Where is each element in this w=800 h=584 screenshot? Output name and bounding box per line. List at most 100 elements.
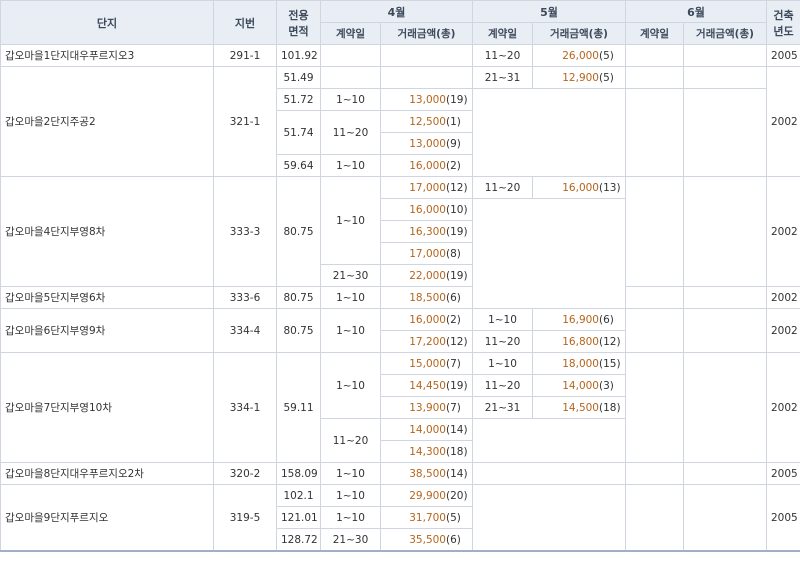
april-contract-day-cell: 1~10 bbox=[320, 154, 381, 177]
table-row: 갑오마을2단지주공2 321-1 51.49 21~31 12,900(5) 2002 bbox=[0, 66, 800, 177]
complex-name-cell: 갑오마을4단지부영8차 bbox=[0, 176, 214, 287]
amount-value: 14,000 bbox=[409, 423, 446, 436]
amount-value: 13,000 bbox=[409, 93, 446, 106]
household-count: (6) bbox=[446, 291, 461, 304]
table-body: 갑오마을1단지대우푸르지오3 291-1 101.92 11~20 26,000(5) 2… bbox=[0, 44, 800, 552]
table-row: 16,000(10) bbox=[1, 198, 800, 309]
build-year-cell: 2005 bbox=[766, 484, 800, 552]
april-amount-cell: 35,500(6) bbox=[380, 528, 473, 552]
may-contract-day-header: 계약일 bbox=[472, 22, 533, 45]
table-row: 51.72 1~10 13,000(19) bbox=[1, 88, 800, 177]
may-column-header: 5월 bbox=[472, 0, 626, 23]
may-contract-day-cell: 11~20 bbox=[472, 176, 533, 199]
household-count: (12) bbox=[446, 335, 468, 348]
april-amount-cell: 29,900(20) bbox=[380, 484, 473, 507]
amount-value: 18,500 bbox=[409, 291, 446, 304]
household-count: (15) bbox=[599, 357, 621, 370]
household-count: (19) bbox=[446, 225, 468, 238]
build-year-cell: 2002 bbox=[766, 308, 800, 353]
amount-value: 16,000 bbox=[409, 159, 446, 172]
table-row: 14,300(18) bbox=[1, 440, 800, 463]
area-cell: 51.74 bbox=[276, 110, 321, 155]
april-contract-day-header: 계약일 bbox=[320, 22, 381, 45]
june-amount-header: 거래금액(총) bbox=[683, 22, 767, 45]
household-count: (7) bbox=[446, 401, 461, 414]
area-cell: 80.75 bbox=[276, 308, 321, 353]
april-amount-cell bbox=[380, 66, 473, 89]
june-contract-day-cell bbox=[625, 286, 684, 309]
april-contract-day-cell: 1~10 bbox=[320, 88, 381, 111]
complex-name-cell: 갑오마을6단지부영9차 bbox=[0, 308, 214, 353]
may-empty-cell bbox=[472, 88, 626, 177]
april-amount-cell: 13,900(7) bbox=[380, 396, 473, 419]
may-amount-cell: 16,800(12) bbox=[532, 330, 626, 353]
lot-number-cell: 333-6 bbox=[213, 286, 277, 309]
april-amount-cell: 16,000(10) bbox=[380, 198, 473, 221]
area-cell: 59.11 bbox=[276, 352, 321, 463]
household-count: (18) bbox=[446, 445, 468, 458]
june-amount-cell bbox=[683, 286, 767, 309]
april-amount-cell: 14,000(14) bbox=[380, 418, 473, 441]
june-amount-cell bbox=[683, 352, 767, 463]
april-amount-cell: 17,200(12) bbox=[380, 330, 473, 353]
may-contract-day-cell: 1~10 bbox=[472, 308, 533, 331]
april-contract-day-cell: 1~10 bbox=[320, 462, 381, 485]
header-row-sub: 계약일 거래금액(총) 계약일 거래금액(총) 계약일 거래금액(총) bbox=[1, 22, 800, 45]
april-contract-day-cell: 21~30 bbox=[320, 528, 381, 552]
may-amount-header: 거래금액(총) bbox=[532, 22, 626, 45]
household-count: (19) bbox=[446, 379, 468, 392]
april-amount-cell: 17,000(12) bbox=[380, 176, 473, 199]
table-row: 갑오마을8단지대우푸르지오2차 320-2 158.09 1~10 38,500(14)… bbox=[0, 462, 800, 485]
household-count: (13) bbox=[599, 181, 621, 194]
april-contract-day-cell: 11~20 bbox=[320, 110, 381, 155]
may-empty-cell bbox=[472, 198, 626, 309]
lot-number-cell: 334-1 bbox=[213, 352, 277, 463]
household-count: (19) bbox=[446, 269, 468, 282]
table-row: 갑오마을7단지부영10차 334-1 59.11 1~10 15,000(7) 1~10 1… bbox=[0, 352, 800, 463]
amount-value: 12,900 bbox=[562, 71, 599, 84]
april-amount-cell: 22,000(19) bbox=[380, 264, 473, 287]
area-header-line2: 면적 bbox=[288, 24, 309, 38]
april-amount-header: 거래금액(총) bbox=[380, 22, 473, 45]
may-contract-day-cell: 11~20 bbox=[472, 44, 533, 67]
april-contract-day-cell bbox=[320, 66, 381, 89]
build-year-cell: 2002 bbox=[766, 176, 800, 287]
amount-value: 16,900 bbox=[562, 313, 599, 326]
june-amount-cell bbox=[683, 88, 767, 177]
april-amount-cell: 18,500(6) bbox=[380, 286, 473, 309]
header-row-top: 단지 지번 전용 면적 4월 5월 6월 건축 년도 bbox=[0, 0, 800, 45]
household-count: (3) bbox=[599, 379, 614, 392]
area-header-line1: 전용 bbox=[288, 8, 309, 22]
household-count: (12) bbox=[599, 335, 621, 348]
april-amount-cell: 16,000(2) bbox=[380, 308, 473, 331]
amount-value: 15,000 bbox=[409, 357, 446, 370]
table-row: 121.01 1~10 31,700(5) bbox=[1, 506, 800, 529]
table-row: 11~20 14,000(14) bbox=[1, 418, 800, 463]
amount-value: 14,000 bbox=[562, 379, 599, 392]
complex-name-cell: 갑오마을9단지푸르지오 bbox=[0, 484, 214, 552]
amount-value: 16,000 bbox=[409, 203, 446, 216]
april-amount-cell: 14,450(19) bbox=[380, 374, 473, 397]
area-cell: 102.1 bbox=[276, 484, 321, 507]
june-amount-cell bbox=[683, 308, 767, 353]
table-row: 128.72 21~30 35,500(6) bbox=[1, 528, 800, 552]
april-amount-cell: 15,000(7) bbox=[380, 352, 473, 375]
complex-name-cell: 갑오마을5단지부영6차 bbox=[0, 286, 214, 309]
complex-column-header: 단지 bbox=[0, 0, 214, 45]
build-year-cell: 2002 bbox=[766, 286, 800, 309]
table-row: 갑오마을6단지부영9차 334-4 80.75 1~10 16,000(2) 1~10 16… bbox=[0, 308, 800, 353]
april-amount-cell: 12,500(1) bbox=[380, 110, 473, 133]
april-contract-day-cell: 1~10 bbox=[320, 506, 381, 529]
table-row: 13,900(7) 21~31 14,500(18) bbox=[1, 396, 800, 419]
household-count: (10) bbox=[446, 203, 468, 216]
amount-value: 17,200 bbox=[409, 335, 446, 348]
june-amount-cell bbox=[683, 176, 767, 287]
transaction-table: 단지 지번 전용 면적 4월 5월 6월 건축 년도 계약일 거래금액(총) 계… bbox=[0, 0, 800, 552]
household-count: (5) bbox=[599, 71, 614, 84]
amount-value: 16,300 bbox=[409, 225, 446, 238]
household-count: (7) bbox=[446, 357, 461, 370]
april-amount-cell: 17,000(8) bbox=[380, 242, 473, 265]
june-contract-day-cell bbox=[625, 44, 684, 67]
lot-number-cell: 333-3 bbox=[213, 176, 277, 287]
may-empty-cell bbox=[472, 462, 626, 485]
